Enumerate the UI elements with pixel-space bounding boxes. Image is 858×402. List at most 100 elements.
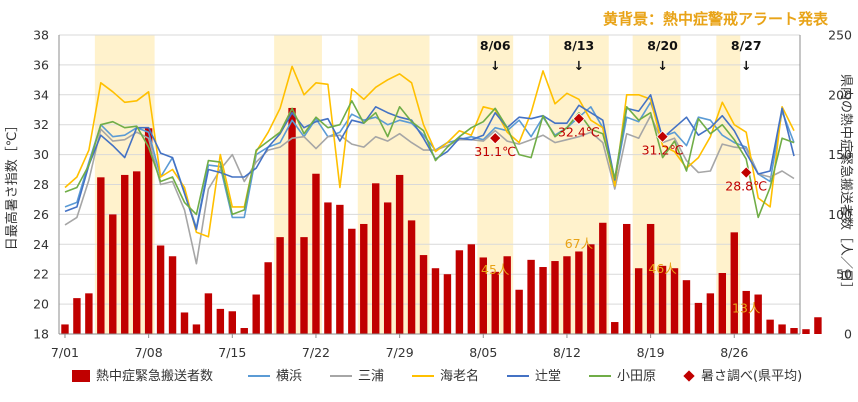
bar-7/19 bbox=[276, 237, 284, 334]
bar-8/08 bbox=[515, 289, 523, 334]
right-axis-title: 県内の熱中症緊急搬送者数［人／日］ bbox=[838, 74, 854, 295]
date-note-3: 8/27 bbox=[731, 38, 762, 53]
right-tick-5: 250 bbox=[828, 28, 852, 43]
bar-7/15 bbox=[228, 311, 237, 334]
left-tick-2: 22 bbox=[33, 267, 49, 282]
bar-7/05 bbox=[109, 214, 117, 334]
left-axis-title: 日最高暑さ指数［℃］ bbox=[4, 119, 20, 251]
bar-7/20 bbox=[288, 107, 296, 335]
date-note-0: 8/06 bbox=[480, 38, 511, 53]
bar-8/29 bbox=[766, 319, 774, 334]
axes: 18 20 22 24 26 28 30 32 34 36 38 0 50 100 150 200 250 7/0… bbox=[4, 28, 854, 361]
legend-swatch-survey bbox=[683, 370, 695, 382]
legend-label-横浜: 横浜 bbox=[276, 369, 302, 384]
bar-7/18 bbox=[264, 262, 272, 334]
bar-8/28 bbox=[754, 294, 762, 334]
bar-7/23 bbox=[324, 202, 332, 334]
bar-series bbox=[61, 107, 822, 335]
legend-label-三浦: 三浦 bbox=[358, 369, 384, 384]
bar-8/19 bbox=[646, 223, 655, 334]
bar-8/21 bbox=[670, 268, 679, 334]
bar-7/04 bbox=[97, 177, 105, 334]
bar-8/15 bbox=[599, 222, 607, 334]
bar-7/08 bbox=[144, 128, 153, 334]
right-tick-3: 150 bbox=[828, 147, 852, 162]
bar-7/31 bbox=[419, 255, 428, 334]
legend-label-小田原: 小田原 bbox=[617, 369, 656, 384]
survey-marker-3 bbox=[739, 166, 753, 179]
bar-7/28 bbox=[383, 202, 392, 334]
bar-8/18 bbox=[634, 268, 643, 334]
bar-7/21 bbox=[300, 237, 308, 334]
survey-marker-1 bbox=[572, 112, 586, 125]
x-tick-2: 7/15 bbox=[218, 345, 246, 360]
line-series bbox=[64, 65, 795, 265]
bar-7/06 bbox=[121, 174, 129, 334]
bar-7/30 bbox=[407, 220, 416, 334]
bar-8/07 bbox=[503, 256, 511, 334]
bar-8/03 bbox=[455, 250, 464, 334]
legend-label-survey: 暑さ調べ(県平均) bbox=[701, 369, 802, 384]
bar-7/27 bbox=[372, 183, 380, 334]
right-tick-1: 50 bbox=[836, 267, 852, 282]
count-label-0: 45人 bbox=[481, 262, 510, 277]
bar-7/17 bbox=[252, 294, 260, 334]
left-tick-6: 30 bbox=[33, 147, 49, 162]
legend-label-bars: 熱中症緊急搬送者数 bbox=[96, 369, 213, 384]
bar-8/12 bbox=[563, 256, 571, 334]
bar-8/09 bbox=[527, 259, 535, 334]
left-tick-4: 26 bbox=[33, 207, 49, 222]
x-tick-8: 8/26 bbox=[720, 345, 748, 360]
x-tick-0: 7/01 bbox=[51, 345, 79, 360]
survey-label-2: 31.2℃ bbox=[642, 143, 684, 158]
arrow-down-icon-1: ↓ bbox=[574, 58, 584, 73]
bar-8/06 bbox=[491, 271, 499, 334]
x-tick-6: 8/12 bbox=[553, 345, 581, 360]
bar-8/24 bbox=[706, 293, 715, 334]
bar-7/14 bbox=[216, 308, 225, 334]
survey-marker-2 bbox=[656, 130, 669, 143]
legend-label-辻堂: 辻堂 bbox=[535, 369, 561, 384]
x-tick-5: 8/05 bbox=[469, 345, 497, 360]
bar-7/13 bbox=[204, 293, 213, 334]
bar-8/26 bbox=[730, 232, 738, 334]
line-series-辻堂 bbox=[64, 94, 795, 231]
bar-8/11 bbox=[551, 261, 559, 334]
bar-7/01 bbox=[61, 324, 69, 334]
bar-7/03 bbox=[85, 293, 93, 334]
left-tick-10: 38 bbox=[33, 28, 49, 43]
count-label-1: 67人 bbox=[565, 236, 594, 251]
right-tick-4: 200 bbox=[828, 87, 852, 102]
left-tick-9: 36 bbox=[33, 57, 49, 72]
bar-7/26 bbox=[360, 223, 368, 334]
bar-7/25 bbox=[348, 228, 356, 334]
left-tick-5: 28 bbox=[33, 177, 49, 192]
survey-marker-0 bbox=[489, 131, 502, 145]
bar-7/16 bbox=[240, 328, 248, 334]
annotations: 8/06 ↓ 8/13 ↓ 8/20 ↓ 8/27 ↓ 45人 67人 46人 13人 bbox=[480, 38, 762, 315]
survey-markers: 31.1℃ 32.4℃ 31.2℃ 28.8℃ bbox=[474, 112, 767, 194]
left-tick-8: 34 bbox=[33, 87, 49, 102]
bar-8/14 bbox=[587, 244, 595, 334]
bar-8/25 bbox=[718, 273, 727, 334]
date-note-2: 8/20 bbox=[647, 38, 678, 53]
right-tick-0: 0 bbox=[844, 327, 852, 342]
count-label-2: 46人 bbox=[648, 261, 677, 276]
left-tick-3: 24 bbox=[33, 237, 49, 252]
bar-8/27 bbox=[742, 290, 750, 334]
right-tick-2: 100 bbox=[828, 207, 852, 222]
bar-8/16 bbox=[611, 322, 619, 334]
bar-8/13 bbox=[575, 251, 583, 334]
x-tick-3: 7/22 bbox=[302, 345, 330, 360]
bar-7/10 bbox=[168, 256, 177, 334]
x-tick-4: 7/29 bbox=[386, 345, 414, 360]
bar-8/22 bbox=[682, 280, 691, 334]
left-tick-7: 32 bbox=[33, 117, 49, 132]
bar-8/05 bbox=[479, 257, 487, 334]
survey-label-3: 28.8℃ bbox=[725, 179, 767, 194]
arrow-down-icon-2: ↓ bbox=[657, 58, 667, 73]
bar-8/31 bbox=[790, 328, 798, 334]
bar-7/24 bbox=[336, 204, 344, 334]
